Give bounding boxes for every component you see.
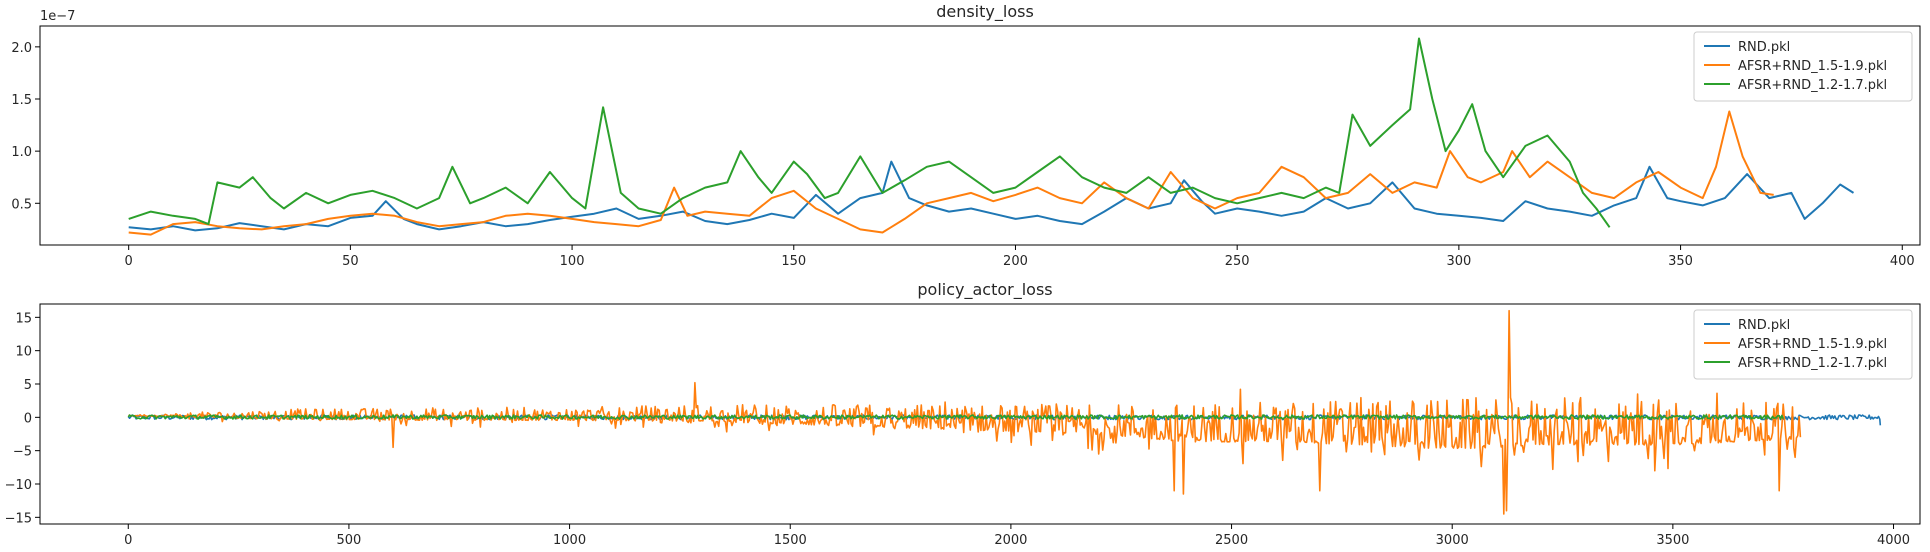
y-tick-label: −10 xyxy=(5,478,32,493)
x-tick-label: 200 xyxy=(1003,254,1028,269)
legend-box xyxy=(1693,31,1913,102)
chart-title: policy_actor_loss xyxy=(917,280,1052,300)
x-tick-label: 3000 xyxy=(1436,533,1469,548)
series-group xyxy=(128,37,1855,236)
y-tick-label: 5 xyxy=(24,378,32,393)
legend: RND.pkl AFSR+RND_1.5-1.9.pkl AFSR+RND_1.2-… xyxy=(1693,31,1913,102)
legend: RND.pkl AFSR+RND_1.5-1.9.pkl AFSR+RND_1.2-… xyxy=(1693,309,1913,380)
series-group xyxy=(127,309,1882,515)
legend-label: AFSR+RND_1.2-1.7.pkl xyxy=(1738,356,1887,371)
chart-title: density_loss xyxy=(936,2,1034,22)
x-tick-label: 500 xyxy=(337,533,362,548)
axis-ticks: 0 500 1000 1500 2000 2500 3000 3500 4000 −15 −10 −5… xyxy=(5,311,1911,548)
x-tick-label: 50 xyxy=(342,254,359,269)
plot-area xyxy=(39,303,1921,525)
y-scale-label: 1e−7 xyxy=(40,9,75,24)
x-tick-label: 0 xyxy=(124,533,132,548)
y-tick-label: 2.0 xyxy=(11,41,32,56)
series-line xyxy=(128,160,1855,232)
x-tick-label: 2000 xyxy=(994,533,1027,548)
policy-actor-loss-subplot: policy_actor_loss 0 500 1000 1500 2000 2500 30… xyxy=(5,280,1921,548)
series-line xyxy=(128,309,1802,515)
series-line xyxy=(127,414,1784,420)
legend-label: RND.pkl xyxy=(1738,40,1790,55)
y-tick-label: 1.0 xyxy=(11,145,32,160)
x-tick-label: 300 xyxy=(1446,254,1471,269)
x-tick-label: 3500 xyxy=(1656,533,1689,548)
y-tick-label: 10 xyxy=(15,345,32,360)
density-loss-subplot: density_loss 1e−7 0 50 100 150 200 250 300 350 4… xyxy=(11,2,1921,269)
legend-label: AFSR+RND_1.2-1.7.pkl xyxy=(1738,78,1887,93)
legend-box xyxy=(1693,309,1913,380)
y-tick-label: −15 xyxy=(5,511,32,526)
x-tick-label: 100 xyxy=(560,254,585,269)
x-tick-label: 250 xyxy=(1225,254,1250,269)
axis-ticks: 0 50 100 150 200 250 300 350 400 0.5 1.0 1.5 2.0 xyxy=(11,41,1914,269)
series-line xyxy=(128,37,1611,228)
y-tick-label: −5 xyxy=(13,445,32,460)
series-line xyxy=(128,110,1774,236)
plot-area xyxy=(39,25,1921,246)
x-tick-label: 400 xyxy=(1890,254,1915,269)
legend-label: RND.pkl xyxy=(1738,318,1790,333)
x-tick-label: 2500 xyxy=(1215,533,1248,548)
x-tick-label: 150 xyxy=(781,254,806,269)
legend-label: AFSR+RND_1.5-1.9.pkl xyxy=(1738,59,1887,74)
x-tick-label: 1500 xyxy=(774,533,807,548)
legend-label: AFSR+RND_1.5-1.9.pkl xyxy=(1738,337,1887,352)
y-tick-label: 0 xyxy=(24,411,32,426)
x-tick-label: 0 xyxy=(125,254,133,269)
y-tick-label: 1.5 xyxy=(11,93,32,108)
x-tick-label: 350 xyxy=(1668,254,1693,269)
x-tick-label: 4000 xyxy=(1877,533,1910,548)
y-tick-label: 0.5 xyxy=(11,197,32,212)
y-tick-label: 15 xyxy=(15,311,32,326)
x-tick-label: 1000 xyxy=(553,533,586,548)
